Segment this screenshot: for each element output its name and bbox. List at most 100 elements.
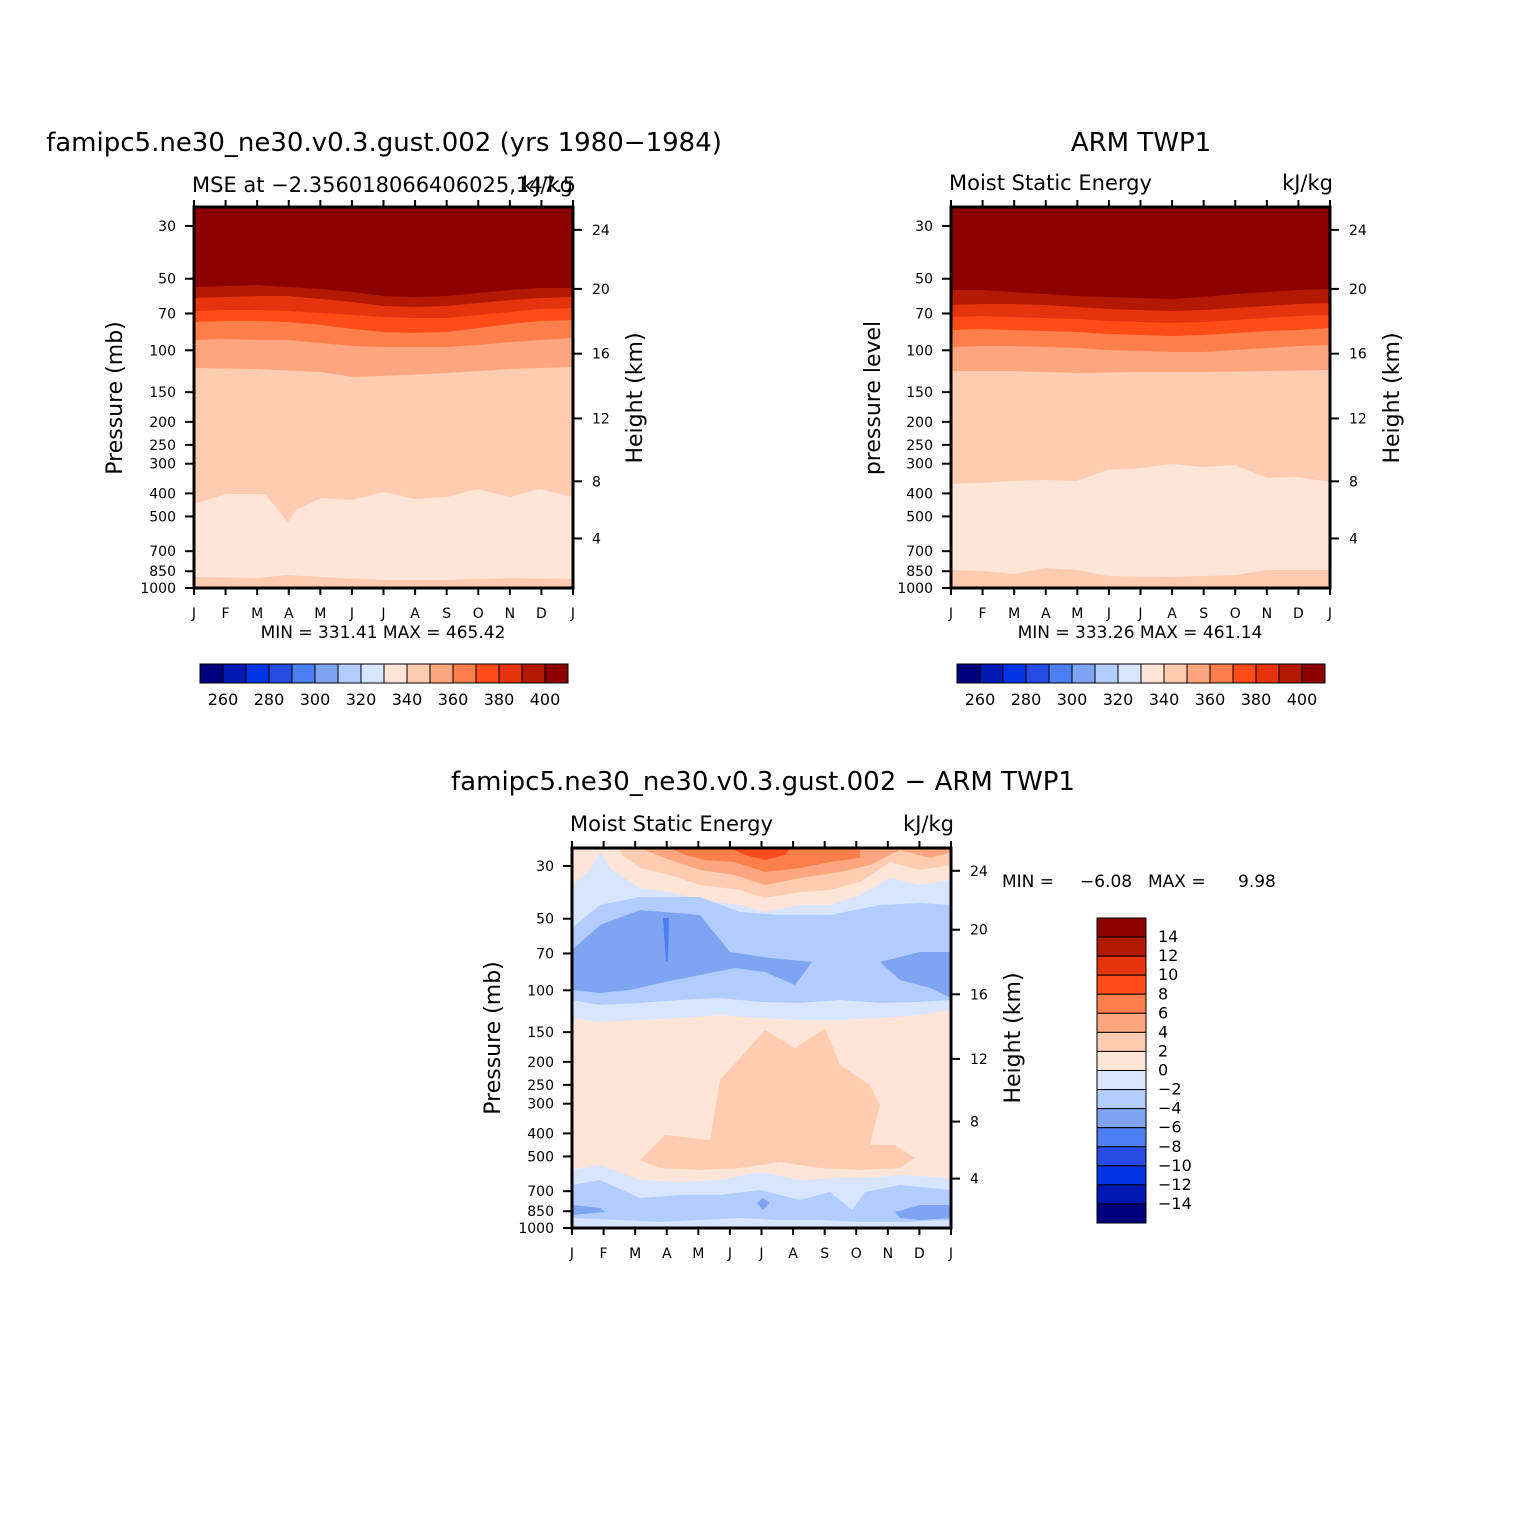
x-tick-label: J	[758, 1246, 763, 1262]
y-tick-label: 30	[536, 859, 554, 875]
colorbar-label: 380	[1241, 690, 1272, 709]
colorbar-label: 360	[438, 690, 469, 709]
colorbar-label: 2	[1158, 1041, 1168, 1060]
colorbar-swatch	[956, 663, 981, 684]
colorbar-swatch	[1209, 663, 1234, 684]
y2-tick-label: 8	[970, 1115, 979, 1131]
x-tick-label: M	[1071, 606, 1083, 622]
colorbar-swatch	[1025, 663, 1050, 684]
colorbar-swatch	[1096, 993, 1147, 1014]
colorbar-label: −12	[1158, 1175, 1192, 1194]
colorbar-label: 280	[1011, 690, 1042, 709]
x-tick-label: N	[883, 1246, 893, 1262]
contour-fill-neg6to-4-upper-right	[880, 952, 951, 998]
colorbar-swatch	[475, 663, 500, 684]
panel-model-y2label: Height (km)	[623, 332, 648, 463]
y-tick-label: 500	[527, 1149, 554, 1165]
y2-tick-label: 20	[1349, 282, 1367, 298]
y-tick-label: 50	[915, 272, 933, 288]
colorbar-swatch	[1002, 663, 1027, 684]
y-tick-label: 200	[527, 1055, 554, 1071]
y-tick-label: 850	[906, 564, 933, 580]
colorbar-swatch	[1232, 663, 1257, 684]
colorbar-swatch	[1140, 663, 1165, 684]
colorbar-label: 340	[392, 690, 423, 709]
y-tick-label: 70	[536, 946, 554, 962]
panel-model-axes: J F M A M J J A S O N D J 30 50 70 100 150 200 250 300 400 500…	[140, 200, 610, 622]
colorbar-swatch	[979, 663, 1004, 684]
colorbar-swatch	[1096, 1012, 1147, 1033]
colorbar-label: 400	[1287, 690, 1318, 709]
panel-model-colorbar: 260 280 300 320 340 360 380 400	[199, 663, 569, 709]
y2-tick-label: 8	[592, 474, 601, 490]
y-tick-label: 850	[149, 564, 176, 580]
y-tick-label: 300	[149, 457, 176, 473]
x-tick-label: A	[1041, 606, 1051, 622]
panel-diff-stats-max-label: MAX =	[1148, 872, 1206, 892]
colorbar-swatch	[452, 663, 477, 684]
panel-model-ylabel: Pressure (mb)	[103, 321, 128, 475]
x-tick-label: J	[380, 606, 385, 622]
colorbar-label: 6	[1158, 1003, 1168, 1022]
colorbar-swatch	[222, 663, 247, 684]
y2-tick-label: 24	[970, 864, 988, 880]
colorbar-label: 320	[1103, 690, 1134, 709]
y-tick-label: 500	[149, 509, 176, 525]
panel-obs-axes: J F M A M J J A S O N D J 30 50 70 100 150 200 250 300 400 500…	[897, 200, 1367, 622]
y2-tick-label: 16	[1349, 347, 1367, 363]
colorbar-label: 280	[254, 690, 285, 709]
colorbar-swatch	[383, 663, 408, 684]
y-tick-label: 30	[158, 219, 176, 235]
colorbar-swatch	[1048, 663, 1073, 684]
y-tick-label: 300	[527, 1097, 554, 1113]
panel-obs-title: ARM TWP1	[1071, 128, 1211, 158]
x-tick-label: M	[1008, 606, 1020, 622]
colorbar-label: −6	[1158, 1118, 1182, 1137]
colorbar-swatch	[1096, 1184, 1147, 1205]
x-tick-label: M	[314, 606, 326, 622]
contour-fill-neg8to-6-spike	[663, 918, 669, 962]
y-tick-label: 250	[906, 438, 933, 454]
panel-model-title: famipc5.ne30_ne30.v0.3.gust.002 (yrs 198…	[46, 128, 722, 158]
y-tick-label: 1000	[518, 1221, 554, 1237]
x-tick-label: S	[1199, 606, 1208, 622]
contour-fill-8to10-top	[730, 848, 790, 860]
colorbar-swatch	[268, 663, 293, 684]
panel-obs-plot-area	[949, 205, 1332, 590]
x-tick-label: N	[505, 606, 515, 622]
x-tick-label: J	[948, 606, 953, 622]
y2-tick-label: 4	[592, 531, 601, 547]
y-tick-label: 700	[527, 1184, 554, 1200]
colorbar-label: 300	[1057, 690, 1088, 709]
colorbar-swatch	[406, 663, 431, 684]
panel-diff-subtitle-right: kJ/kg	[903, 812, 954, 836]
colorbar-label: 300	[300, 690, 331, 709]
colorbar-swatch	[291, 663, 316, 684]
y-tick-label: 1000	[140, 581, 176, 597]
y-tick-label: 70	[915, 306, 933, 322]
colorbar-swatch	[1096, 1031, 1147, 1052]
x-tick-label: F	[222, 606, 230, 622]
colorbar-swatch	[1096, 1165, 1147, 1186]
colorbar-swatch	[1096, 1127, 1147, 1148]
y2-tick-label: 4	[970, 1172, 979, 1188]
x-tick-label: A	[284, 606, 294, 622]
x-tick-label: F	[979, 606, 987, 622]
y-tick-label: 250	[527, 1078, 554, 1094]
colorbar-label: 12	[1158, 946, 1178, 965]
x-tick-label: J	[570, 606, 575, 622]
panel-obs-ylabel: pressure level	[861, 321, 886, 475]
x-tick-label: O	[1230, 606, 1241, 622]
colorbar-swatch	[1071, 663, 1096, 684]
contour-fill-surface	[194, 575, 573, 588]
colorbar-label: −8	[1158, 1137, 1182, 1156]
x-tick-label: M	[692, 1246, 704, 1262]
colorbar-label: 0	[1158, 1061, 1168, 1080]
y2-tick-label: 12	[592, 411, 610, 427]
y2-tick-label: 20	[970, 923, 988, 939]
x-tick-label: A	[1167, 606, 1177, 622]
colorbar-label: 360	[1195, 690, 1226, 709]
colorbar-swatch	[1094, 663, 1119, 684]
colorbar-swatch	[1096, 936, 1147, 957]
